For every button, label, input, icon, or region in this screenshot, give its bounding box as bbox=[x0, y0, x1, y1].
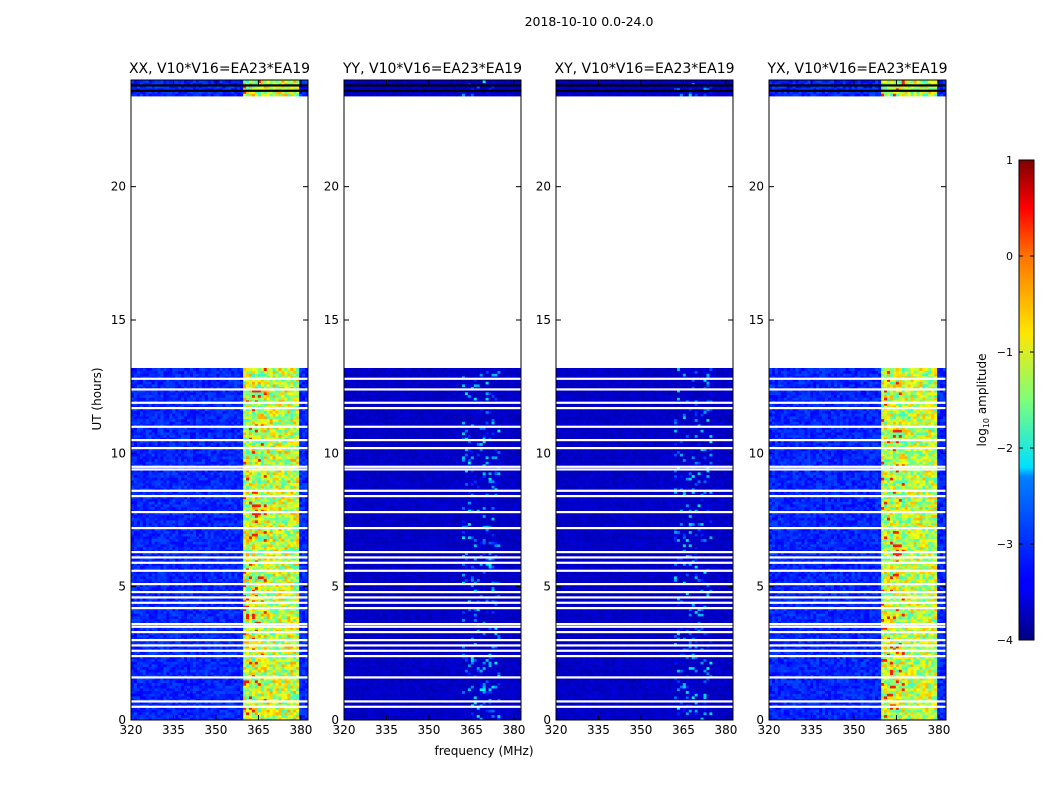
figure: 2018-10-10 0.0-24.0 XX, V10*V16=EA23*EA1… bbox=[0, 0, 1050, 800]
colorbar-tick-label: −1 bbox=[997, 346, 1013, 359]
panel-title: XX, V10*V16=EA23*EA19 bbox=[129, 61, 310, 77]
y-tick-label: 5 bbox=[118, 580, 126, 594]
y-tick-label: 10 bbox=[111, 446, 126, 460]
panel-title: YX, V10*V16=EA23*EA19 bbox=[766, 61, 947, 77]
heatmap-image bbox=[344, 80, 521, 720]
x-tick-label: 380 bbox=[714, 723, 737, 737]
y-tick-label: 15 bbox=[536, 313, 551, 327]
x-tick-label: 365 bbox=[460, 723, 483, 737]
x-tick-label: 380 bbox=[289, 723, 312, 737]
colorbar-tick-label: −4 bbox=[997, 634, 1013, 647]
y-tick-label: 15 bbox=[324, 313, 339, 327]
panel-title: XY, V10*V16=EA23*EA19 bbox=[554, 61, 734, 77]
x-tick-label: 350 bbox=[843, 723, 866, 737]
x-tick-label: 335 bbox=[800, 723, 823, 737]
y-tick-label: 20 bbox=[324, 180, 339, 194]
y-tick-label: 20 bbox=[111, 180, 126, 194]
y-tick-label: 0 bbox=[331, 713, 339, 727]
heatmap-image bbox=[769, 80, 946, 720]
x-tick-label: 380 bbox=[927, 723, 950, 737]
y-tick-label: 0 bbox=[118, 713, 126, 727]
heatmap-image bbox=[131, 80, 308, 720]
colorbar-tick-label: 0 bbox=[1006, 250, 1013, 263]
colorbar-gradient bbox=[1019, 160, 1034, 640]
y-tick-label: 15 bbox=[749, 313, 764, 327]
heatmap-image bbox=[556, 80, 733, 720]
x-tick-label: 350 bbox=[418, 723, 441, 737]
colorbar-tick-label: −3 bbox=[997, 538, 1013, 551]
colorbar-label: log10 amplitude bbox=[975, 354, 991, 447]
x-tick-label: 365 bbox=[672, 723, 695, 737]
x-tick-label: 335 bbox=[162, 723, 185, 737]
x-axis-label: frequency (MHz) bbox=[434, 744, 533, 758]
x-tick-label: 350 bbox=[205, 723, 228, 737]
y-tick-label: 20 bbox=[749, 180, 764, 194]
y-tick-label: 10 bbox=[324, 446, 339, 460]
x-tick-label: 335 bbox=[587, 723, 610, 737]
colorbar-tick-label: −2 bbox=[997, 442, 1013, 455]
y-axis-label: UT (hours) bbox=[90, 367, 104, 430]
colorbar-tick-label: 1 bbox=[1006, 154, 1013, 167]
suptitle: 2018-10-10 0.0-24.0 bbox=[525, 14, 654, 29]
y-tick-label: 5 bbox=[543, 580, 551, 594]
y-tick-label: 0 bbox=[543, 713, 551, 727]
panel-title: YY, V10*V16=EA23*EA19 bbox=[342, 61, 522, 77]
x-tick-label: 335 bbox=[375, 723, 398, 737]
y-tick-label: 10 bbox=[749, 446, 764, 460]
x-tick-label: 380 bbox=[502, 723, 525, 737]
x-tick-label: 365 bbox=[247, 723, 270, 737]
y-tick-label: 20 bbox=[536, 180, 551, 194]
y-tick-label: 5 bbox=[756, 580, 764, 594]
y-tick-label: 5 bbox=[331, 580, 339, 594]
x-tick-label: 365 bbox=[885, 723, 908, 737]
y-tick-label: 0 bbox=[756, 713, 764, 727]
y-tick-label: 10 bbox=[536, 446, 551, 460]
x-tick-label: 350 bbox=[630, 723, 653, 737]
colorbar: 1 0 −1 −2 −3 −4 log10 amplitude bbox=[975, 154, 1034, 647]
y-tick-label: 15 bbox=[111, 313, 126, 327]
